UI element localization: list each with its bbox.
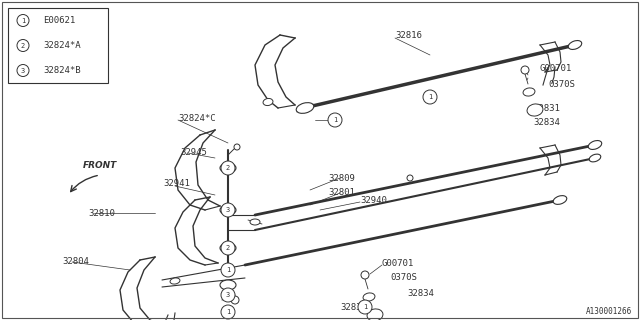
Text: 32809: 32809: [328, 173, 355, 182]
Ellipse shape: [250, 219, 260, 225]
Circle shape: [221, 263, 235, 277]
Circle shape: [17, 65, 29, 76]
Circle shape: [221, 305, 235, 319]
Ellipse shape: [170, 278, 180, 284]
Text: A130001266: A130001266: [586, 307, 632, 316]
Circle shape: [221, 241, 235, 255]
Text: 32941: 32941: [163, 179, 190, 188]
Text: 2: 2: [226, 165, 230, 171]
Text: 32831: 32831: [340, 303, 367, 313]
Ellipse shape: [220, 280, 236, 290]
Circle shape: [221, 203, 235, 217]
Ellipse shape: [523, 88, 535, 96]
Text: 32831: 32831: [533, 103, 560, 113]
Text: 1: 1: [333, 117, 337, 123]
Circle shape: [407, 175, 413, 181]
Text: 32801: 32801: [328, 188, 355, 196]
Text: 0370S: 0370S: [548, 79, 575, 89]
Text: 32945: 32945: [180, 148, 207, 156]
Text: 1: 1: [428, 94, 432, 100]
Bar: [8, 8, 108, 83]
Text: 32804: 32804: [62, 258, 89, 267]
Circle shape: [17, 14, 29, 27]
Text: E00621: E00621: [43, 16, 76, 25]
Ellipse shape: [367, 309, 383, 320]
Ellipse shape: [263, 99, 273, 106]
Ellipse shape: [527, 104, 543, 116]
Text: 32940: 32940: [360, 196, 387, 204]
Text: 3: 3: [226, 292, 230, 298]
Ellipse shape: [220, 205, 236, 215]
Circle shape: [358, 300, 372, 314]
Ellipse shape: [553, 196, 567, 204]
Text: 32810: 32810: [88, 209, 115, 218]
Text: 32824*C: 32824*C: [178, 114, 216, 123]
Text: G00701: G00701: [540, 63, 572, 73]
Text: 1: 1: [21, 18, 25, 23]
Circle shape: [361, 271, 369, 279]
Text: 1: 1: [226, 309, 230, 315]
Text: 3: 3: [226, 207, 230, 213]
Text: 1: 1: [226, 267, 230, 273]
Circle shape: [423, 90, 437, 104]
Circle shape: [234, 144, 240, 150]
Circle shape: [221, 161, 235, 175]
Text: 2: 2: [226, 245, 230, 251]
Text: 32824*A: 32824*A: [43, 41, 81, 50]
Circle shape: [521, 66, 529, 74]
Text: G00701: G00701: [382, 259, 414, 268]
Text: 32834: 32834: [533, 117, 560, 126]
Ellipse shape: [589, 154, 601, 162]
Text: 32824*B: 32824*B: [43, 66, 81, 75]
Text: 2: 2: [21, 43, 25, 49]
Circle shape: [221, 288, 235, 302]
Text: 0370S: 0370S: [390, 274, 417, 283]
Ellipse shape: [568, 41, 582, 50]
Circle shape: [17, 39, 29, 52]
Text: 1: 1: [363, 304, 367, 310]
Circle shape: [328, 113, 342, 127]
Ellipse shape: [588, 140, 602, 149]
Text: 3: 3: [21, 68, 25, 74]
Ellipse shape: [220, 243, 236, 253]
Text: FRONT: FRONT: [83, 161, 117, 170]
Ellipse shape: [363, 293, 375, 301]
Ellipse shape: [220, 163, 236, 173]
Circle shape: [231, 296, 239, 304]
Text: 32816: 32816: [395, 30, 422, 39]
Ellipse shape: [296, 103, 314, 113]
Text: 32834: 32834: [407, 289, 434, 298]
